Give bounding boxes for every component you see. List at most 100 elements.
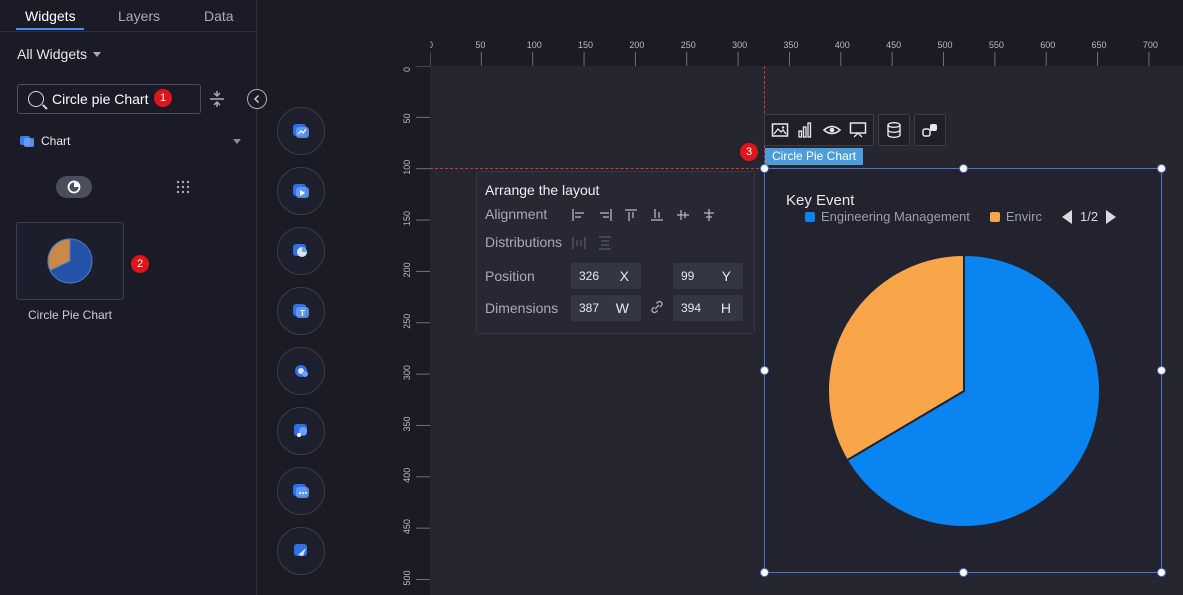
filter-icon[interactable] <box>208 90 226 108</box>
ruler-tick-label: 550 <box>989 40 1004 50</box>
distribute-vertical-icon[interactable] <box>597 236 613 250</box>
widget-type-item[interactable] <box>277 167 325 215</box>
align-top-icon[interactable] <box>623 208 639 222</box>
resize-handle-l[interactable] <box>760 366 769 375</box>
link-ratio-icon[interactable] <box>649 299 665 315</box>
width-field[interactable]: 387 W <box>571 295 641 321</box>
resize-handle-b[interactable] <box>959 568 968 577</box>
alignment-label: Alignment <box>485 206 548 222</box>
database-icon[interactable] <box>885 121 903 139</box>
pie-view-toggle[interactable] <box>56 176 92 198</box>
arrange-title: Arrange the layout <box>485 182 600 198</box>
align-left-icon[interactable] <box>571 208 587 222</box>
legend-pager: 1/2 <box>1062 209 1117 224</box>
prev-page-icon[interactable] <box>1062 209 1073 224</box>
all-widgets-dropdown[interactable]: All Widgets <box>17 46 102 62</box>
eye-icon[interactable] <box>823 121 841 139</box>
ruler-tick-label: 700 <box>1143 40 1158 50</box>
align-bottom-icon[interactable] <box>649 208 665 222</box>
ruler-tick-label: 600 <box>1040 40 1055 50</box>
circle-pie-thumbnail-icon <box>47 238 93 284</box>
ruler-tick-label: 500 <box>938 40 953 50</box>
more-widgets-icon <box>293 484 309 498</box>
alignment-icons <box>571 208 717 222</box>
ruler-tick-label: 200 <box>629 40 644 50</box>
ruler-tick-label: 250 <box>402 314 412 329</box>
all-widgets-label: All Widgets <box>17 46 88 62</box>
legend-item-0[interactable]: Engineering Management <box>805 209 970 224</box>
ruler-tick-label: 150 <box>402 211 412 226</box>
widget-type-item[interactable] <box>277 407 325 455</box>
widget-type-item[interactable]: T <box>277 287 325 335</box>
search-input[interactable]: Circle pie Chart <box>17 84 201 114</box>
grid-view-icon[interactable] <box>176 180 190 194</box>
chevron-left-icon <box>253 94 260 104</box>
align-middle-icon[interactable] <box>675 208 691 222</box>
screen-icon[interactable] <box>849 121 867 139</box>
map-pin-icon <box>294 424 307 437</box>
ruler-tick-label: 100 <box>402 160 412 175</box>
widget-type-item[interactable] <box>277 527 325 575</box>
ruler-tick-label: 400 <box>402 468 412 483</box>
image-icon[interactable] <box>771 121 789 139</box>
widget-type-item[interactable] <box>277 467 325 515</box>
svg-text:T: T <box>300 309 305 318</box>
pie-icon <box>67 180 81 194</box>
ruler-tick-label: 0 <box>402 67 412 72</box>
resize-handle-br[interactable] <box>1157 568 1166 577</box>
gear-widget-icon <box>295 365 308 377</box>
widget-type-item[interactable] <box>277 347 325 395</box>
resize-handle-bl[interactable] <box>760 568 769 577</box>
pie-slice-0[interactable] <box>845 253 1101 528</box>
widget-card-label: Circle Pie Chart <box>27 308 113 322</box>
ruler-tick-label: 350 <box>402 416 412 431</box>
caret-down-icon <box>93 51 102 57</box>
tab-data[interactable]: Data <box>204 8 234 24</box>
vertical-ruler: 0 50 100 150 200 250 300 350 400 450 500 <box>402 66 430 586</box>
circle-pie-chart-widget[interactable]: Key Event Engineering Management Envirc … <box>764 168 1162 573</box>
width-value: 387 <box>579 301 600 315</box>
resize-handle-t[interactable] <box>959 164 968 173</box>
category-chart[interactable]: Chart <box>19 134 241 148</box>
area-chart-icon <box>293 124 309 138</box>
link-icon[interactable] <box>921 121 939 139</box>
height-field[interactable]: 394 H <box>673 295 743 321</box>
step-badge-3: 3 <box>740 143 758 161</box>
height-value: 394 <box>681 301 702 315</box>
widget-type-item[interactable] <box>277 107 325 155</box>
legend-page-indicator: 1/2 <box>1080 209 1099 224</box>
ruler-tick-label: 150 <box>578 40 593 50</box>
tab-widgets[interactable]: Widgets <box>25 8 76 24</box>
x-unit: X <box>619 268 629 284</box>
distribute-horizontal-icon[interactable] <box>571 236 587 250</box>
next-page-icon[interactable] <box>1106 209 1117 224</box>
position-x-field[interactable]: 326 X <box>571 263 641 289</box>
pie-slice-1[interactable] <box>827 253 965 462</box>
position-y-value: 99 <box>681 269 695 283</box>
video-chart-icon <box>293 184 309 198</box>
distribution-icons <box>571 236 613 250</box>
position-label: Position <box>485 268 535 284</box>
alignment-guide-horizontal <box>430 168 764 169</box>
step-badge-2: 2 <box>131 255 149 273</box>
collapse-panel-button[interactable] <box>247 89 267 109</box>
legend-swatch <box>989 211 1000 222</box>
widget-type-item[interactable] <box>277 227 325 275</box>
align-center-icon[interactable] <box>701 208 717 222</box>
chart-category-icon <box>20 136 34 147</box>
position-y-field[interactable]: 99 Y <box>673 263 743 289</box>
resize-handle-tr[interactable] <box>1157 164 1166 173</box>
tab-layers[interactable]: Layers <box>118 8 161 24</box>
bar-chart-icon[interactable] <box>797 121 815 139</box>
resize-handle-tl[interactable] <box>760 164 769 173</box>
resize-handle-r[interactable] <box>1157 366 1166 375</box>
search-value: Circle pie Chart <box>52 91 149 107</box>
align-right-icon[interactable] <box>597 208 613 222</box>
legend-item-1[interactable]: Envirc <box>989 209 1043 224</box>
h-unit: H <box>720 300 731 316</box>
widget-card-circle-pie[interactable] <box>16 222 124 300</box>
legend-label: Envirc <box>1005 209 1043 224</box>
caret-down-icon <box>233 138 241 144</box>
widget-panel: Widgets Layers Data All Widgets Circle p… <box>0 0 267 595</box>
